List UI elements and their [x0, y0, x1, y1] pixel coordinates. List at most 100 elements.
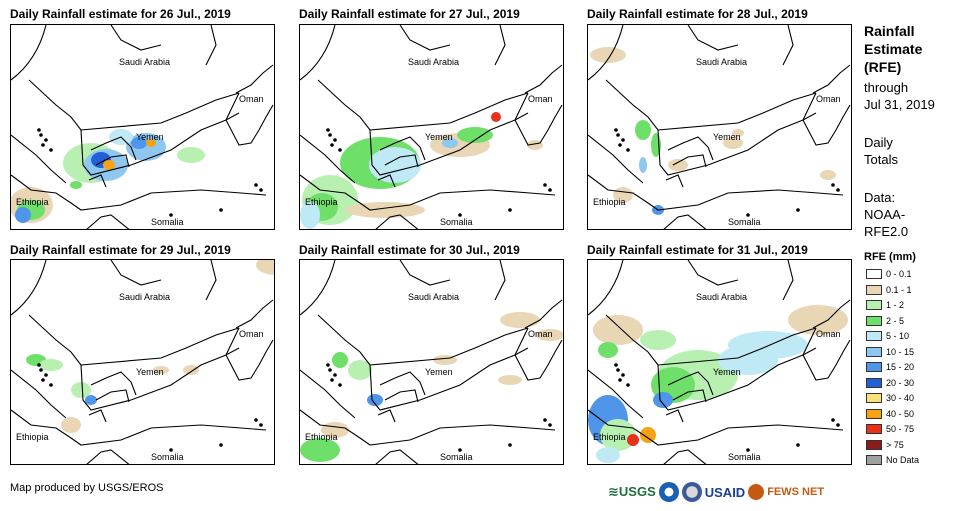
island [39, 368, 43, 372]
country-label-ethiopia: Ethiopia [593, 432, 626, 442]
legend-label: 50 - 75 [886, 424, 915, 434]
legend-label: 5 - 10 [886, 331, 910, 341]
legend-label: 2 - 5 [886, 315, 905, 326]
rainfall-area [627, 434, 639, 446]
island [458, 213, 462, 217]
legend-totals: Totals [864, 152, 898, 167]
border-line [11, 369, 67, 419]
rainfall-area [256, 260, 274, 275]
island [44, 373, 48, 377]
border-line [782, 25, 794, 66]
island [41, 143, 45, 147]
country-label-somalia: Somalia [151, 452, 184, 462]
country-label-oman: Oman [816, 94, 841, 104]
island [796, 443, 800, 447]
legend-label: > 75 [886, 439, 904, 450]
border-line [514, 327, 563, 381]
border-line [110, 260, 162, 286]
legend-row: 50 - 75 [866, 422, 914, 436]
border-line [88, 174, 107, 188]
rainfall-area [723, 137, 743, 149]
rainfall-area [536, 329, 563, 341]
rainfall-area [668, 159, 688, 171]
country-label-somalia: Somalia [728, 217, 761, 227]
rainfall-area [598, 342, 618, 358]
border-line [300, 409, 556, 446]
legend-swatch [866, 377, 882, 388]
island [330, 378, 334, 382]
island [49, 148, 53, 152]
country-label-ethiopia: Ethiopia [16, 432, 49, 442]
rainfall-area [442, 138, 458, 148]
legend-rfe-source: RFE2.0 [864, 224, 909, 239]
legend-swatch [866, 424, 882, 434]
rainfall-area [39, 359, 63, 371]
border-line [588, 260, 624, 316]
island [508, 208, 512, 212]
border-line [379, 136, 426, 161]
border-line [235, 64, 274, 94]
legend-row: 40 - 50 [866, 407, 914, 421]
island [614, 363, 618, 367]
rainfall-area [718, 345, 778, 375]
rainfall-area [596, 447, 620, 463]
legend-swatch [866, 455, 882, 465]
country-label-oman: Oman [239, 94, 264, 104]
island [37, 363, 41, 367]
panel-title-29jul: Daily Rainfall estimate for 29 Jul., 201… [10, 243, 231, 257]
legend-swatch [866, 284, 882, 295]
country-label-somalia: Somalia [151, 217, 184, 227]
map-canvas: Saudi Arabia Oman Yemen Ethiopia Somalia [300, 25, 563, 229]
legend-through: through [864, 80, 909, 95]
border-line [687, 25, 739, 51]
legend-label: 0.1 - 1 [886, 284, 912, 295]
map-27jul: Saudi Arabia Oman Yemen Ethiopia Somalia [299, 24, 564, 230]
map-canvas: Saudi Arabia Oman Yemen Ethiopia Somalia [11, 25, 274, 229]
country-label-ethiopia: Ethiopia [305, 197, 338, 207]
island [831, 418, 835, 422]
fews-net-logo: FEWS NET [767, 486, 825, 498]
country-label-saudi: Saudi Arabia [696, 292, 747, 302]
island [626, 383, 630, 387]
country-label-saudi: Saudi Arabia [119, 57, 170, 67]
panel-title-26jul: Daily Rainfall estimate for 26 Jul., 201… [10, 7, 231, 21]
country-label-yemen: Yemen [425, 132, 453, 142]
panel-title-27jul: Daily Rainfall estimate for 27 Jul., 201… [299, 7, 520, 21]
border-line [90, 136, 137, 161]
island [836, 188, 840, 192]
rainfall-area [131, 137, 147, 149]
border-line [782, 260, 794, 301]
legend-title-rainfall: Rainfall [864, 23, 915, 39]
panel-title-28jul: Daily Rainfall estimate for 28 Jul., 201… [587, 7, 808, 21]
legend-swatch [866, 300, 882, 310]
border-line [524, 64, 563, 94]
country-label-ethiopia: Ethiopia [593, 197, 626, 207]
rainfall-area [457, 127, 493, 143]
island [616, 368, 620, 372]
island [259, 188, 263, 192]
border-line [86, 449, 130, 464]
country-label-oman: Oman [239, 329, 264, 339]
legend-noaa: NOAA- [864, 207, 906, 222]
nasa-seal-icon [681, 482, 702, 502]
map-canvas: Saudi Arabia Oman Yemen Ethiopia Somalia [11, 260, 274, 464]
usaid-logo: USAID [704, 484, 746, 500]
border-line [369, 92, 529, 131]
island [326, 128, 330, 132]
rainfall-area [85, 395, 97, 405]
rainfall-area [70, 181, 82, 189]
credit-text: Map produced by USGS/EROS [10, 482, 164, 494]
border-line [377, 409, 396, 423]
border-line [399, 25, 451, 51]
border-line [605, 79, 817, 176]
border-line [80, 327, 240, 366]
rainfall-area [103, 160, 115, 170]
island [548, 423, 552, 427]
border-line [802, 327, 851, 381]
island [328, 368, 332, 372]
border-line [90, 371, 137, 396]
legend-label: 40 - 50 [886, 408, 915, 419]
agency-logos: ≋USGS USAID FEWS NET [608, 478, 860, 506]
legend-row: 20 - 30 [866, 376, 914, 390]
border-line [667, 136, 714, 161]
